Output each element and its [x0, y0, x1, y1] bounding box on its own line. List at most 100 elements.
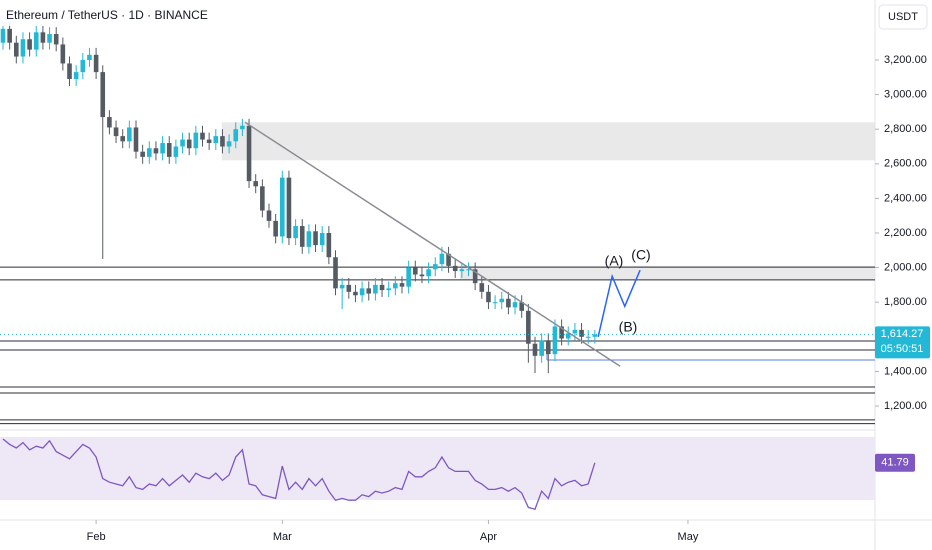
projection-path — [597, 269, 641, 337]
trendline — [244, 121, 621, 367]
candle-body — [572, 329, 578, 334]
candle-body — [506, 298, 511, 308]
candle-body — [565, 333, 571, 339]
wave-label: (C) — [631, 247, 650, 263]
candle-body — [47, 34, 52, 43]
wave-label: (B) — [619, 319, 638, 335]
candle-body — [107, 117, 112, 128]
y-tick-label: 1,400.00 — [884, 365, 927, 377]
y-tick-label: 3,000.00 — [884, 89, 927, 101]
candle-body — [240, 125, 245, 130]
candle-body — [140, 151, 145, 157]
countdown-label: 05:50:51 — [881, 343, 924, 355]
candle-body — [492, 302, 498, 304]
candle-body — [293, 226, 298, 239]
candle-body — [359, 288, 365, 296]
candle-body — [246, 125, 252, 182]
candle-body — [426, 269, 431, 277]
candle-body — [439, 253, 445, 265]
candle-body — [40, 32, 46, 43]
candle-body — [67, 63, 72, 80]
y-tick-label: 1,800.00 — [884, 296, 927, 308]
rsi-value-label: 41.79 — [881, 457, 909, 469]
candle-body — [233, 129, 239, 142]
candle-body — [147, 148, 152, 157]
candle-body — [166, 143, 172, 157]
x-tick-label: Feb — [87, 531, 106, 543]
candle-body — [319, 233, 325, 246]
candle-body — [592, 334, 598, 337]
candle-body — [539, 340, 544, 356]
candle-body — [552, 326, 558, 355]
candle-body — [499, 298, 505, 303]
title-bg — [0, 6, 195, 26]
rsi-band — [0, 437, 875, 500]
candle-body — [226, 141, 232, 147]
candle-body — [346, 284, 352, 292]
candle-body — [60, 44, 66, 64]
candle-body — [113, 127, 119, 137]
candle-body — [53, 34, 59, 45]
candle-body — [93, 54, 99, 73]
candle-body — [193, 132, 199, 149]
candle-body — [406, 267, 411, 287]
candle-body — [479, 283, 485, 292]
candle-body — [33, 32, 39, 50]
candle-body — [486, 291, 491, 303]
candle-body — [466, 269, 471, 271]
candle-body — [127, 127, 132, 142]
y-tick-label: 2,600.00 — [884, 158, 927, 170]
candle-body — [14, 42, 19, 57]
last-price-label: 1,614.27 — [881, 328, 924, 340]
candle-body — [220, 136, 225, 147]
candle-body — [80, 60, 86, 73]
currency-label: USDT — [888, 11, 918, 23]
candle-body — [559, 326, 564, 339]
x-tick-label: Mar — [273, 531, 292, 543]
y-tick-label: 2,400.00 — [884, 192, 927, 204]
candle-body — [379, 284, 385, 291]
candle-body — [353, 291, 358, 296]
candle-body — [206, 139, 212, 144]
candle-body — [452, 265, 458, 272]
candle-body — [432, 264, 438, 270]
candle-body — [87, 54, 92, 60]
y-tick-label: 2,000.00 — [884, 262, 927, 274]
candle-body — [519, 302, 524, 311]
candle-body — [7, 28, 12, 43]
candle-body — [386, 288, 391, 291]
candle-body — [373, 284, 378, 294]
candle-body — [413, 267, 418, 275]
candle-body — [273, 220, 278, 237]
x-tick-label: Apr — [480, 531, 497, 543]
candle-body — [333, 257, 338, 289]
candle-body — [313, 231, 318, 246]
candle-body — [120, 136, 125, 142]
candle-body — [280, 177, 285, 237]
zone — [221, 122, 875, 161]
candle-body — [253, 181, 258, 187]
rsi-line — [2, 438, 596, 510]
currency-button[interactable] — [878, 4, 928, 30]
zone — [459, 265, 875, 280]
candle-body — [472, 269, 478, 284]
x-tick-label: May — [678, 531, 699, 543]
candle-body — [200, 132, 205, 140]
candle-body — [160, 143, 165, 154]
last-price-box — [875, 326, 930, 359]
candle-body — [173, 146, 179, 157]
candle-body — [585, 336, 591, 338]
y-tick-label: 3,200.00 — [884, 54, 927, 66]
candle-body — [286, 177, 292, 239]
candle-body — [186, 139, 192, 149]
y-tick-label: 2,200.00 — [884, 227, 927, 239]
candle-body — [546, 340, 551, 355]
candle-body — [399, 283, 405, 287]
candle-body — [446, 253, 451, 266]
candle-body — [419, 274, 425, 277]
candle-body — [299, 226, 305, 247]
candle-body — [306, 231, 312, 247]
candle-body — [339, 284, 345, 289]
candle-body — [579, 329, 584, 337]
